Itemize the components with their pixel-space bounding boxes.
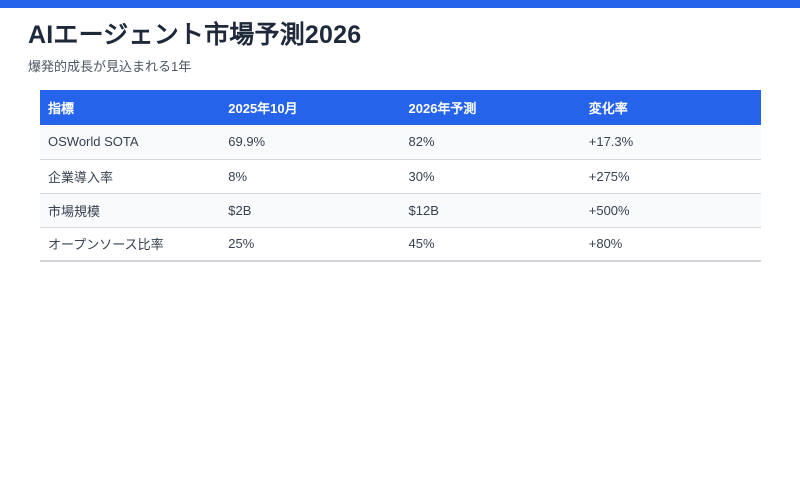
page-subtitle: 爆発的成長が見込まれる1年 (28, 59, 192, 74)
cell-2025-value: 69.9% (220, 125, 401, 160)
column-header-change: 変化率 (580, 90, 761, 125)
table-row-open-source-ratio: オープンソース比率 25% 45% +80% (40, 227, 761, 262)
cell-change-value: +500% (580, 193, 761, 228)
market-forecast-table: 指標 2025年10月 2026年予測 変化率 OSWorld SOTA 69.… (40, 90, 761, 262)
table-row-enterprise-adoption: 企業導入率 8% 30% +275% (40, 159, 761, 194)
page-header: AIエージェント市場予測2026 爆発的成長が見込まれる1年 (28, 20, 768, 75)
column-header-2025: 2025年10月 (220, 90, 401, 125)
page-title: AIエージェント市場予測2026 (28, 21, 362, 49)
cell-change-value: +275% (580, 159, 761, 194)
cell-2026-value: $12B (400, 193, 581, 228)
cell-2025-value: 25% (220, 227, 401, 262)
cell-metric: 企業導入率 (40, 159, 221, 194)
cell-2026-value: 45% (400, 227, 581, 262)
cell-metric: 市場規模 (40, 193, 221, 228)
cell-2025-value: 8% (220, 159, 401, 194)
column-header-metric: 指標 (40, 90, 221, 125)
table-row-market-size: 市場規模 $2B $12B +500% (40, 193, 761, 228)
cell-change-value: +17.3% (580, 125, 761, 160)
top-accent-bar (0, 0, 800, 8)
cell-metric: OSWorld SOTA (40, 125, 221, 160)
table-header-row: 指標 2025年10月 2026年予測 変化率 (40, 90, 761, 125)
cell-2026-value: 82% (400, 125, 581, 160)
cell-change-value: +80% (580, 227, 761, 262)
cell-metric: オープンソース比率 (40, 227, 221, 262)
column-header-2026: 2026年予測 (400, 90, 581, 125)
cell-2025-value: $2B (220, 193, 401, 228)
cell-2026-value: 30% (400, 159, 581, 194)
table-row-osworld-sota: OSWorld SOTA 69.9% 82% +17.3% (40, 125, 761, 160)
